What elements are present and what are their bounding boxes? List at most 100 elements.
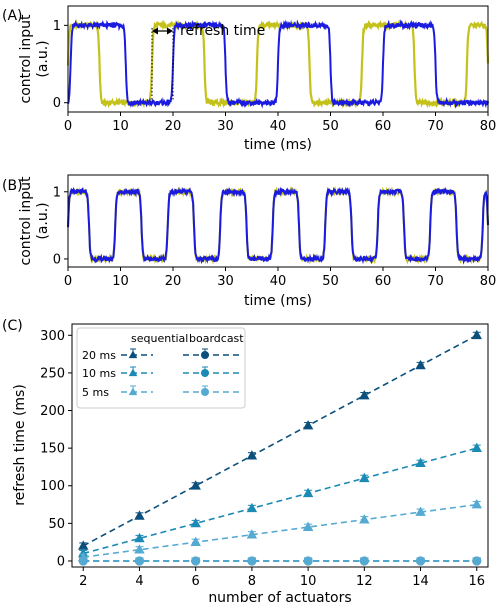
marker-sequential-10ms [302,487,314,498]
legend-handle-boardcast-marker [201,388,209,396]
series-line-sequential-5ms [83,503,477,558]
panel-c-label: (C) [2,318,23,334]
panel-b-xlabel: time (ms) [244,293,312,309]
c-ytick-label: 50 [48,517,65,532]
c-ytick-label: 300 [40,329,65,344]
marker-sequential-5ms [190,536,201,547]
panel-a-xlabel: time (ms) [244,137,312,153]
marker-sequential-20ms [190,480,201,490]
marker-sequential-10ms [415,457,426,468]
c-ytick-label: 100 [40,479,65,494]
a-xtick-label: 30 [217,119,234,134]
marker-sequential-20ms [471,329,482,340]
legend-handles [121,348,240,396]
panel-b: (B) 0 10 20 30 40 50 60 70 80 01 time (ms) contr… [2,174,496,309]
b-xtick-label: 40 [270,274,287,289]
annotation-arrow-head-right [167,27,173,35]
a-signal-broadcast [67,19,489,109]
marker-boardcast-5ms [78,556,88,566]
panel-b-ylabel-line1: control input [18,176,34,266]
a-ytick-label: 1 [53,19,61,34]
marker-sequential-20ms [415,359,426,370]
series-line-sequential-10ms [82,447,478,555]
panel-b-plot [66,185,490,265]
panel-c-ylabel: refresh time (ms) [12,384,28,506]
c-ytick-label: 250 [40,366,65,381]
marker-boardcast-5ms [303,556,313,566]
panel-c-xlabel: number of actuators [208,590,351,606]
panel-c-y-ticks: 0 50 100 150 200 250 300 [40,329,72,569]
marker-sequential-20ms [78,540,89,550]
marker-boardcast-5ms [472,556,482,566]
marker-sequential-10ms [246,502,258,513]
legend-row-5ms: 5 ms [82,386,109,399]
marker-boardcast-5ms [134,556,144,566]
b-xtick-label: 10 [112,274,129,289]
panel-a-x-ticks: 0 10 20 30 40 50 60 70 80 [64,112,496,134]
b-xtick-label: 30 [217,274,234,289]
a-xtick-label: 50 [322,119,339,134]
marker-sequential-10ms [190,517,201,528]
panel-a-ylabel-line1: control input [18,14,34,104]
a-xtick-label: 10 [112,119,129,134]
marker-sequential-20ms [302,420,314,430]
marker-sequential-10ms [359,472,370,483]
c-xtick-label: 12 [356,574,373,589]
b-xtick-label: 0 [64,274,72,289]
panel-b-label: (B) [2,178,23,194]
panel-c: (C) 2 4 6 8 10 12 14 16 0 50 100 150 200 250 300 numb… [2,318,489,606]
marker-sequential-5ms [134,544,145,554]
c-ytick-label: 0 [57,554,65,569]
legend-handle-sequential-marker [128,350,138,359]
legend-title-boardcast: boardcast [189,332,244,345]
panel-c-frame [71,323,489,568]
a-xtick-label: 70 [427,119,444,134]
legend-box [76,327,246,409]
marker-sequential-5ms [415,506,426,516]
c-xtick-label: 4 [135,574,143,589]
marker-boardcast-5ms [359,556,369,566]
marker-sequential-5ms [471,499,482,509]
marker-sequential-10ms [134,532,145,543]
marker-boardcast-5ms [416,556,426,566]
legend-handle-boardcast-marker [201,351,209,359]
marker-sequential-20ms [134,510,145,520]
panel-a-ylabel-line2: (a.u.) [35,40,51,77]
panel-b-x-ticks: 0 10 20 30 40 50 60 70 80 [64,267,496,289]
legend-row-10ms: 10 ms [82,367,116,380]
panel-c-legend: sequential boardcast 20 ms 10 ms 5 ms [76,327,246,409]
a-ytick-label: 0 [53,96,61,111]
b-signal-sequential [66,185,490,265]
a-xtick-label: 20 [165,119,182,134]
panel-c-plot [78,329,482,566]
annotation-arrow-head-left [152,27,158,35]
b-xtick-label: 60 [375,274,392,289]
panel-b-ylabel-line2: (a.u.) [35,202,51,239]
c-xtick-label: 16 [468,574,485,589]
a-xtick-label: 80 [480,119,497,134]
refresh-time-label: refresh time [180,23,265,39]
panel-a: (A) 0 10 20 30 40 50 60 70 80 01 time (ms) contr… [2,5,496,153]
marker-sequential-20ms [246,450,258,460]
refresh-time-annotation: refresh time [151,23,265,100]
a-xtick-label: 0 [64,119,72,134]
marker-sequential-5ms [246,529,258,539]
marker-boardcast-5ms [191,556,201,566]
legend-handle-sequential-marker [128,368,138,377]
b-xtick-label: 20 [165,274,182,289]
c-ytick-label: 150 [40,442,65,457]
marker-sequential-10ms [471,442,482,452]
b-xtick-label: 70 [427,274,444,289]
c-xtick-label: 14 [412,574,429,589]
marker-sequential-20ms [359,389,370,400]
b-ytick-label: 1 [53,185,61,200]
c-xtick-label: 10 [300,574,317,589]
panel-b-y-ticks: 01 [53,185,68,267]
b-signal-broadcast [67,186,489,265]
legend-title-sequential: sequential [131,332,188,345]
a-xtick-label: 60 [375,119,392,134]
marker-sequential-5ms [302,521,314,531]
b-ytick-label: 0 [53,252,61,267]
marker-sequential-5ms [359,514,370,524]
